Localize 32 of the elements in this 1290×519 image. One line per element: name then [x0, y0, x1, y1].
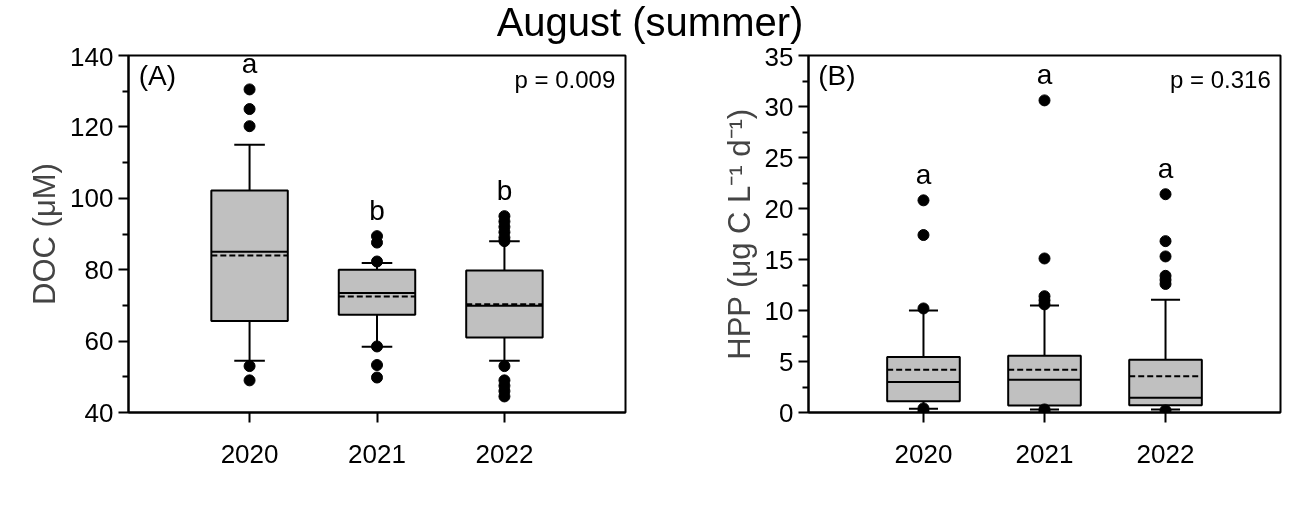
- y-tick-label: 0: [779, 397, 794, 428]
- annotation: p = 0.009: [514, 65, 616, 93]
- x-tick-label: 2020: [220, 438, 279, 469]
- y-axis-title: HPP (μg C L⁻¹ d⁻¹): [721, 108, 757, 360]
- y-tick-label: 140: [70, 41, 114, 72]
- annotation: a: [1036, 59, 1053, 91]
- y-tick-label: 120: [70, 111, 114, 142]
- annotation: (B): [818, 59, 856, 91]
- annotation: a: [915, 159, 932, 191]
- annotation: b: [369, 195, 385, 227]
- y-tick-label: 10: [764, 295, 794, 326]
- annotation: a: [241, 48, 258, 80]
- x-tick-label: 2020: [894, 438, 953, 469]
- annotation: a: [1157, 153, 1174, 185]
- x-tick-label: 2021: [348, 438, 406, 469]
- annotation: p = 0.316: [1170, 65, 1271, 93]
- x-tick-label: 2021: [1015, 438, 1074, 469]
- y-tick-label: 25: [764, 142, 794, 173]
- annotation: (A): [138, 59, 177, 91]
- y-tick-label: 100: [70, 183, 114, 214]
- y-tick-label: 40: [84, 397, 114, 428]
- y-tick-label: 80: [84, 254, 114, 285]
- y-tick-label: 20: [764, 193, 794, 224]
- y-tick-label: 5: [779, 346, 794, 377]
- y-tick-label: 60: [84, 326, 114, 357]
- annotation: b: [496, 175, 513, 207]
- y-tick-label: 15: [764, 244, 794, 275]
- x-tick-label: 2022: [1136, 438, 1195, 469]
- x-tick-label: 2022: [475, 438, 534, 469]
- chart-title: August (summer): [496, 0, 804, 44]
- y-axis-title: DOC (μM): [27, 163, 63, 305]
- y-tick-label: 30: [764, 91, 794, 122]
